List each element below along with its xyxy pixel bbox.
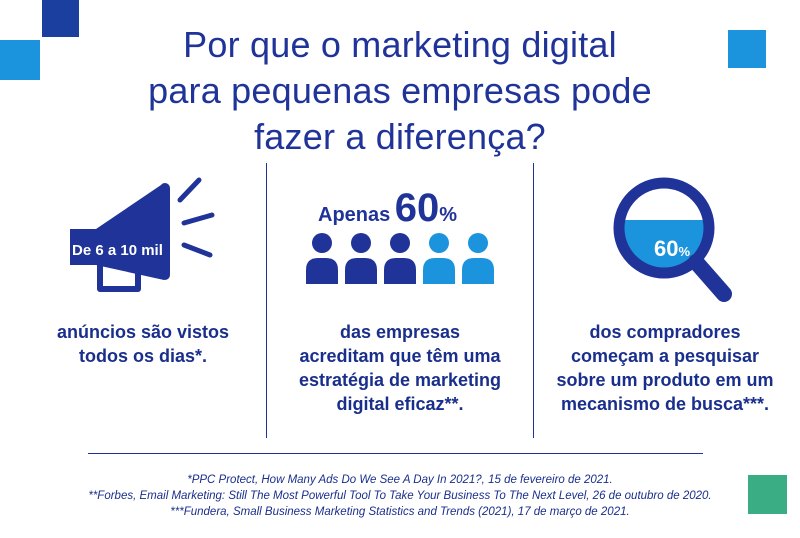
- megaphone-icon: [70, 177, 215, 292]
- stat3-number: 60: [653, 236, 679, 261]
- person-icon: [306, 233, 338, 284]
- column-divider-2: [533, 163, 534, 438]
- title-line-1: Por que o marketing digital: [183, 24, 617, 65]
- stat3-caption: dos compradores começam a pesquisar sobr…: [540, 320, 790, 416]
- magnifier-icon: [613, 177, 732, 302]
- stat3-percent: %: [678, 244, 691, 259]
- magnifier-label: 60%: [632, 236, 712, 262]
- decor-square-navy: [42, 0, 79, 37]
- stat3-caption-line-3: sobre um produto em um: [556, 370, 774, 390]
- column-divider-1: [266, 163, 267, 438]
- footer-divider: [88, 453, 703, 454]
- title-line-3: fazer a diferença?: [254, 116, 546, 157]
- person-icon: [384, 233, 416, 284]
- stat1-caption: anúncios são vistos todos os dias*.: [28, 320, 258, 368]
- megaphone-badge-text: De 6 a 10 mil: [72, 242, 163, 259]
- stat2-number: 60: [394, 186, 440, 230]
- stat2-caption-line-1: das empresas: [339, 322, 461, 342]
- stat2-prefix: Apenas: [318, 204, 391, 226]
- decor-square-blue-right: [728, 30, 766, 68]
- people-icon: [306, 233, 494, 284]
- reference-2: **Forbes, Email Marketing: Still The Mos…: [88, 490, 712, 502]
- page-title: Por que o marketing digital para pequena…: [100, 22, 700, 160]
- person-icon: [423, 233, 455, 284]
- stat2-caption: das empresas acreditam que têm uma estra…: [280, 320, 520, 416]
- stat1-caption-line-2: todos os dias*.: [78, 346, 208, 366]
- title-line-2: para pequenas empresas pode: [148, 70, 652, 111]
- stat2-headline: Apenas 60%: [318, 186, 457, 231]
- stat2-caption-line-4: digital eficaz**.: [336, 394, 464, 414]
- person-icon: [345, 233, 377, 284]
- stat3-caption-line-2: começam a pesquisar: [570, 346, 760, 366]
- references: *PPC Protect, How Many Ads Do We See A D…: [40, 472, 760, 520]
- decor-square-green: [748, 475, 787, 514]
- stat2-percent: %: [439, 204, 457, 226]
- decor-square-blue: [0, 40, 40, 80]
- stat2-caption-line-2: acreditam que têm uma: [299, 346, 501, 366]
- stat3-caption-line-1: dos compradores: [589, 322, 741, 342]
- reference-1: *PPC Protect, How Many Ads Do We See A D…: [187, 474, 613, 486]
- stat2-caption-line-3: estratégia de marketing: [298, 370, 502, 390]
- reference-3: ***Fundera, Small Business Marketing Sta…: [170, 506, 630, 518]
- person-icon: [462, 233, 494, 284]
- stat1-caption-line-1: anúncios são vistos: [56, 322, 230, 342]
- stat3-caption-line-4: mecanismo de busca***.: [560, 394, 770, 414]
